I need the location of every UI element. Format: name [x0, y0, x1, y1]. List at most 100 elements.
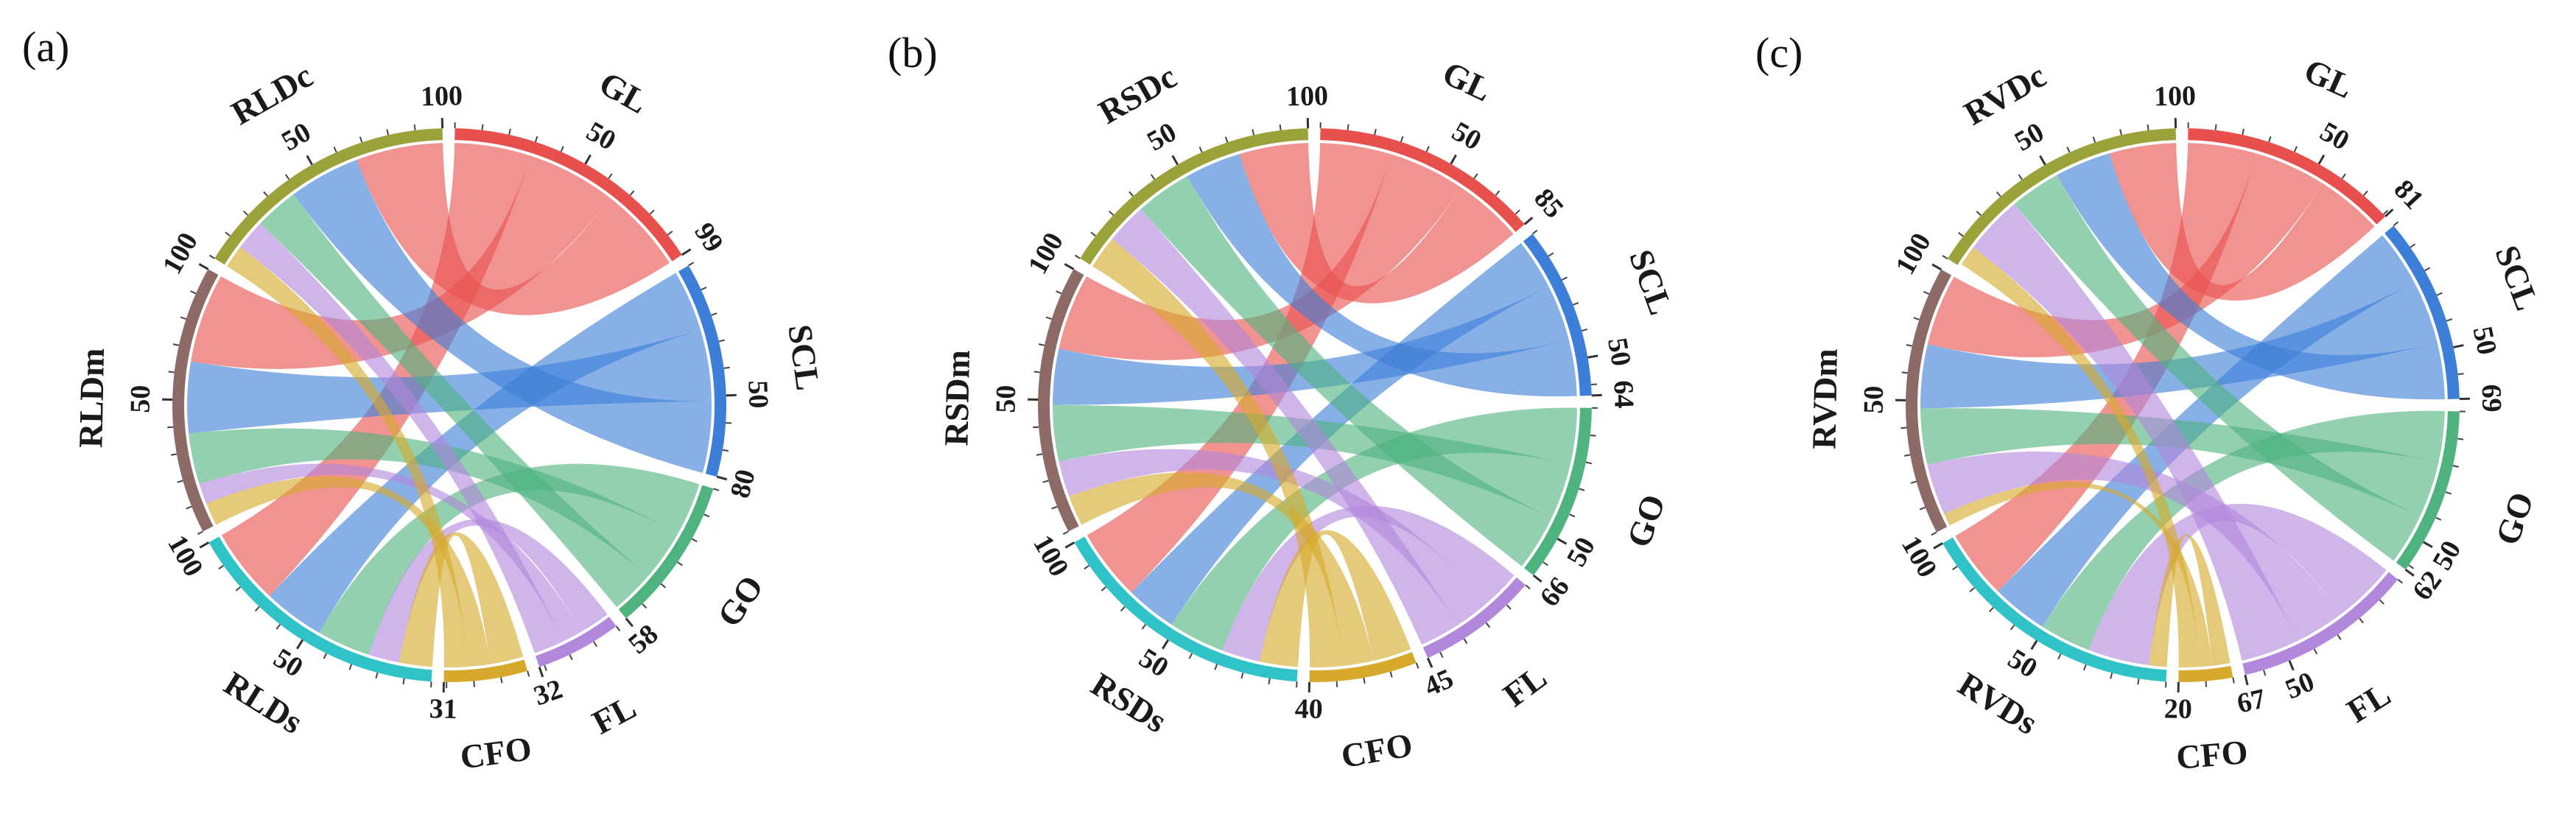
axis-tick — [1036, 453, 1043, 456]
axis-tick — [1240, 672, 1244, 679]
chord-link-fl-rlds — [368, 519, 608, 663]
sector-arc-scl — [678, 265, 726, 477]
axis-tick — [2359, 617, 2364, 624]
sector-arc-rldm — [172, 269, 219, 532]
axis-tick — [667, 231, 673, 236]
axis-major-tick — [1587, 354, 1598, 359]
axis-tick — [608, 173, 613, 179]
axis-tick — [1543, 561, 1548, 566]
tick-label-rldc-50: 50 — [276, 116, 316, 157]
axis-major-tick — [198, 263, 209, 270]
axis-major-tick — [296, 639, 303, 650]
sector-arc-go — [2396, 411, 2460, 570]
tick-label-fl-32: 32 — [530, 673, 566, 712]
sector-arc-fl — [1422, 577, 1526, 659]
sector-label-gl: GL — [593, 64, 654, 121]
sector-label-scl: SCL — [781, 323, 827, 393]
chord-link-fl-rvdm — [1927, 451, 2342, 641]
axis-tick — [1279, 124, 1282, 130]
axis-tick — [544, 664, 547, 671]
axis-tick — [701, 287, 707, 291]
axis-tick — [703, 513, 710, 518]
axis-tick — [2457, 438, 2464, 441]
chord-link-cfo-rldm — [206, 476, 491, 667]
axis-tick — [1958, 232, 1964, 237]
axis-tick — [2018, 174, 2023, 180]
chord-link-fl-rldm — [199, 463, 582, 642]
axis-tick — [276, 624, 281, 630]
axis-tick — [386, 129, 390, 136]
axis-major-tick — [584, 154, 592, 165]
axis-tick — [1495, 190, 1501, 196]
tick-label-scl-50: 50 — [742, 380, 773, 409]
axis-tick — [1901, 371, 1908, 374]
tick-label-rsdc-50: 50 — [1142, 116, 1182, 157]
axis-major-tick — [2039, 155, 2046, 166]
tick-label-fl-67: 67 — [2234, 683, 2269, 719]
axis-tick — [2263, 670, 2267, 676]
axis-tick — [1056, 290, 1062, 295]
chord-link-scl-rvdm — [1920, 282, 2438, 409]
chord-links — [1053, 143, 1577, 668]
axis-tick — [1214, 664, 1218, 670]
axis-major-tick — [2423, 541, 2433, 549]
axis-tick — [1525, 584, 1531, 590]
axis-major-tick — [199, 541, 210, 549]
axis-tick — [1569, 513, 1576, 518]
axis-major-tick — [538, 667, 544, 678]
axis-tick — [1952, 565, 1958, 571]
axis-tick — [170, 453, 178, 456]
axis-major-tick — [1171, 155, 1179, 166]
axis-tick — [1033, 371, 1040, 373]
axis-tick — [1906, 343, 1912, 347]
axis-tick — [1038, 343, 1045, 346]
tick-label-gl-99: 99 — [688, 217, 729, 258]
axis-tick — [1579, 488, 1585, 491]
axis-tick — [2268, 136, 2272, 143]
axis-major-tick — [1532, 574, 1543, 583]
tick-label-rsds-100: 100 — [1027, 530, 1075, 581]
tick-label-fl-50: 50 — [2281, 666, 2319, 705]
axis-tick — [333, 146, 337, 153]
chord-link-go-rvdc — [2014, 175, 2421, 561]
axis-tick — [1224, 136, 1229, 143]
axis-tick — [508, 128, 511, 136]
sector-label-go: GO — [1620, 490, 1673, 552]
axis-tick — [1042, 480, 1049, 483]
axis-tick — [713, 488, 720, 491]
tick-label-rvds-50: 50 — [2002, 643, 2042, 684]
axis-tick — [2066, 147, 2071, 153]
chord-link-fl-rvdc — [1973, 204, 2298, 661]
axis-tick — [718, 339, 725, 343]
axis-tick — [180, 316, 186, 320]
axis-tick — [1296, 681, 1298, 688]
axis-tick — [1062, 530, 1069, 536]
sector-label-cfo: CFO — [2175, 733, 2249, 776]
tick-label-gl-50: 50 — [581, 116, 621, 156]
axis-tick — [172, 343, 180, 346]
axis-tick — [2110, 673, 2113, 679]
axis-tick — [1590, 383, 1598, 386]
axis-major-tick — [1933, 542, 1943, 550]
axis-tick — [2313, 648, 2318, 655]
axis-tick — [660, 583, 667, 589]
axis-tick — [359, 136, 363, 143]
chord-link-go-rsdm — [1053, 404, 1570, 519]
axis-major-tick — [2288, 660, 2295, 671]
chord-link-go-rlds — [319, 463, 700, 655]
axis-tick — [1074, 254, 1081, 259]
chord-link-go-rldc — [260, 194, 648, 608]
axis-tick — [168, 371, 175, 373]
sector-arc-cfo — [1309, 651, 1417, 682]
axis-tick — [642, 603, 647, 609]
chord-link-go-rsdc — [1140, 176, 1552, 566]
chord-link-cfo-rvds — [2149, 534, 2231, 667]
axis-tick — [722, 449, 729, 452]
axis-tick — [1485, 622, 1491, 628]
sector-label-cfo: CFO — [1338, 726, 1416, 775]
tick-label-scl-80: 80 — [725, 466, 762, 502]
axis-tick — [1084, 564, 1089, 570]
axis-tick — [2205, 681, 2208, 687]
sector-arc-scl — [2384, 225, 2460, 399]
chord-link-fl-rvds — [2088, 503, 2387, 666]
